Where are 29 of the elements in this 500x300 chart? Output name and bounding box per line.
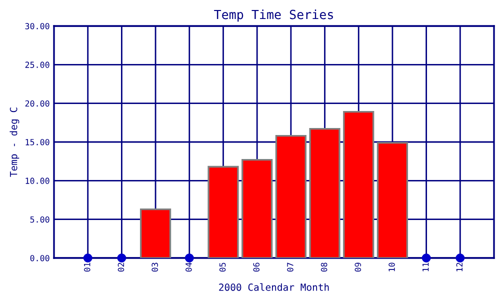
y-tick-label: 25.00 xyxy=(25,62,50,68)
x-tick-label: 01 xyxy=(84,262,90,272)
bar xyxy=(275,134,306,258)
y-tick-label: 20.00 xyxy=(25,100,50,107)
bar xyxy=(376,142,408,258)
y-tick-label: 10.00 xyxy=(26,178,50,184)
x-tick-label: 07 xyxy=(287,262,294,272)
bar xyxy=(208,166,239,258)
bar xyxy=(242,158,273,258)
x-tick-label: 05 xyxy=(219,262,226,272)
x-tick-label: 09 xyxy=(354,262,362,272)
x-tick-label: 10 xyxy=(388,262,395,272)
y-tick-label: 30.00 xyxy=(25,23,50,30)
x-tick-label: 03 xyxy=(152,262,158,272)
bar xyxy=(140,208,172,258)
bar xyxy=(309,128,340,258)
x-axis-title: 2000 Calendar Month xyxy=(219,283,329,291)
x-tick-label: 04 xyxy=(186,262,192,272)
bar xyxy=(343,111,374,258)
y-tick-label: 15.00 xyxy=(26,139,50,146)
x-tick-label: 02 xyxy=(118,262,124,272)
x-tick-label: 12 xyxy=(456,262,462,272)
y-axis-title: Temp - deg C xyxy=(10,108,20,177)
chart-title: Temp Time Series xyxy=(214,10,333,22)
x-tick-label: 06 xyxy=(253,262,260,272)
y-tick-label: 0.00 xyxy=(30,255,50,262)
y-tick-label: 5.00 xyxy=(30,216,50,223)
x-tick-label: 11 xyxy=(422,262,429,272)
x-tick-label: 08 xyxy=(320,262,328,272)
